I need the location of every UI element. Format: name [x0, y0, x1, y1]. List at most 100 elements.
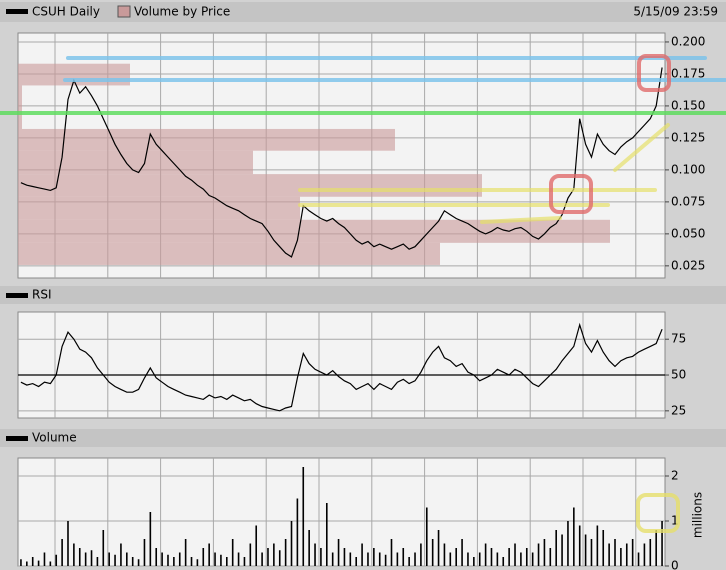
y-tick-label: 0.100 [671, 162, 705, 176]
bar [290, 521, 293, 566]
bar [461, 539, 463, 566]
bar [431, 539, 434, 566]
bar [596, 525, 599, 566]
bar [243, 557, 246, 566]
bar [349, 552, 352, 566]
bar [584, 534, 587, 566]
bar [131, 557, 134, 566]
bar [20, 559, 22, 566]
bar [278, 550, 281, 566]
legend-swatch [6, 293, 28, 298]
bar [608, 543, 610, 566]
bar [408, 557, 410, 566]
bar [55, 554, 58, 566]
bar [531, 552, 534, 566]
y-axis-label: millions [691, 492, 705, 538]
timestamp: 5/15/09 23:59 [633, 5, 718, 19]
legend-label: Volume by Price [134, 5, 230, 19]
bar [525, 548, 528, 566]
bar [420, 543, 422, 566]
bar [43, 552, 46, 566]
y-tick-label: 0.025 [671, 258, 705, 272]
bar [567, 521, 569, 566]
bar [467, 552, 469, 566]
bar [137, 559, 140, 566]
annotation-box [637, 54, 671, 92]
bar [173, 557, 175, 566]
annotation-box [549, 174, 593, 214]
bar [126, 552, 128, 566]
bar [331, 552, 334, 566]
y-tick-label: 25 [671, 403, 686, 417]
bar [226, 557, 228, 566]
legend-swatch [6, 9, 28, 14]
bar [625, 543, 628, 566]
bar [661, 521, 663, 566]
y-tick-label: 0.200 [671, 34, 705, 48]
bar [537, 543, 540, 566]
volume-by-price-bar [18, 150, 253, 175]
bar [302, 467, 305, 566]
bar [96, 557, 99, 566]
bar [373, 548, 375, 566]
bar [455, 548, 457, 566]
volume-by-price-bar [18, 196, 300, 220]
bar [37, 560, 40, 566]
bar [178, 552, 181, 566]
bar [573, 507, 575, 566]
bar [602, 530, 605, 566]
bar [84, 552, 87, 566]
bar [437, 530, 440, 566]
bar [167, 554, 169, 566]
bar [273, 543, 275, 566]
bar [231, 539, 234, 566]
bar [102, 530, 105, 566]
bar [614, 539, 616, 566]
y-tick-label: 0 [671, 559, 679, 570]
bar [355, 557, 358, 566]
header-bar [0, 429, 726, 447]
bar [237, 552, 240, 566]
bar [425, 507, 428, 566]
y-tick-label: 0.150 [671, 98, 705, 112]
y-tick-label: 50 [671, 368, 686, 382]
legend-swatch [6, 436, 28, 441]
bar [296, 498, 299, 566]
series-line [20, 322, 663, 412]
marks: 0.025 0.050 0.075 0.100 0.125 0.150 0.175 0.200… [17, 32, 705, 570]
y-tick-label: 0.050 [671, 226, 705, 240]
bar [184, 539, 187, 566]
bar [590, 539, 593, 566]
bar [78, 548, 81, 566]
annotation-line [613, 123, 670, 172]
annotations [0, 54, 726, 533]
bar [502, 557, 505, 566]
bar [267, 548, 269, 566]
y-tick-label: 1 [671, 514, 679, 528]
bar [384, 554, 387, 566]
bar [343, 548, 346, 566]
bar [120, 543, 122, 566]
bar [443, 543, 446, 566]
y-tick-label: 0.125 [671, 130, 705, 144]
bar [649, 539, 652, 566]
bar [114, 554, 116, 566]
bar [549, 548, 552, 566]
bar [378, 552, 381, 566]
volume-by-price-bar [18, 242, 440, 265]
bar [414, 552, 416, 566]
bar [49, 561, 52, 566]
bar [314, 543, 316, 566]
legend-swatch [117, 5, 131, 18]
bar [308, 530, 310, 566]
bar [161, 552, 163, 566]
bar [361, 543, 363, 566]
bar [255, 525, 258, 566]
bar [514, 543, 516, 566]
bar [73, 543, 75, 566]
bar [31, 557, 34, 566]
bar [284, 539, 287, 566]
bar [473, 557, 475, 566]
bar [67, 521, 69, 566]
